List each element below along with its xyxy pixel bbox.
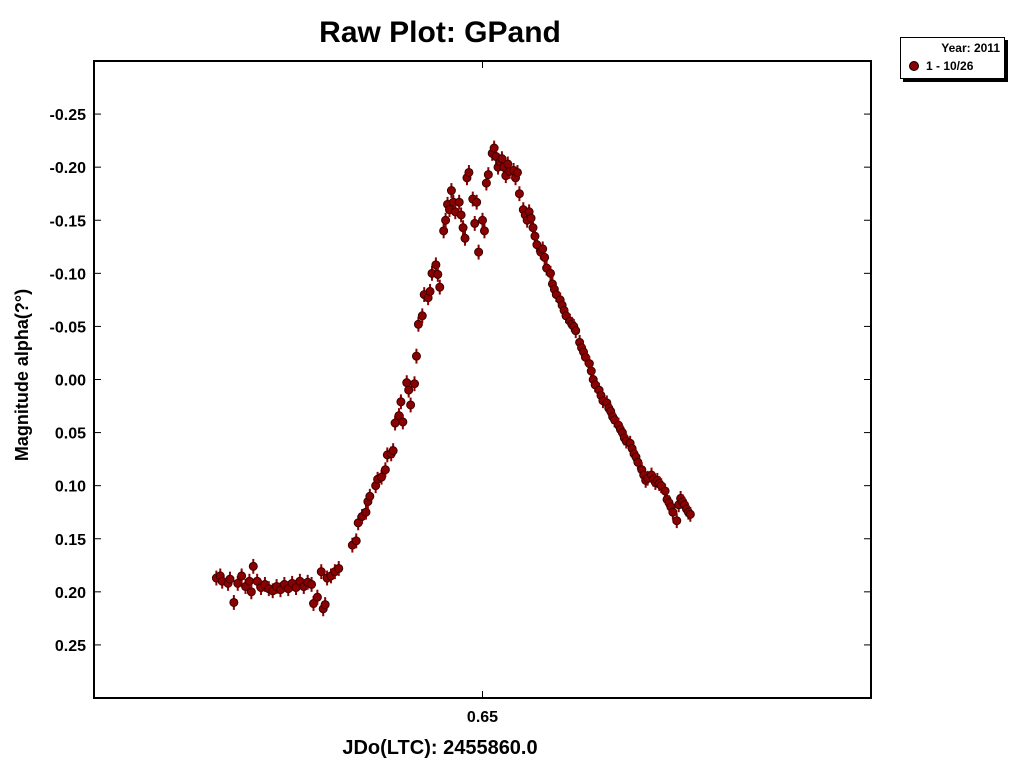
data-point xyxy=(441,212,451,228)
data-point xyxy=(404,382,414,398)
y-tick-label: 0.10 xyxy=(55,479,86,496)
data-point xyxy=(540,249,550,265)
data-point xyxy=(417,308,427,324)
data-point xyxy=(307,576,317,592)
y-tick-label: 0.20 xyxy=(55,585,86,602)
legend-entry-label: 1 - 10/26 xyxy=(926,59,974,73)
data-point xyxy=(458,220,468,236)
data-point xyxy=(410,376,420,392)
data-point xyxy=(365,488,375,504)
data-point xyxy=(446,183,456,198)
y-tick-label: -0.15 xyxy=(50,213,87,230)
data-point xyxy=(376,469,386,485)
y-tick-label: -0.10 xyxy=(50,266,87,283)
data-point xyxy=(237,568,247,584)
data-point xyxy=(464,165,474,180)
data-point xyxy=(456,207,466,223)
data-point xyxy=(225,571,235,587)
data-point xyxy=(390,415,400,431)
data-point xyxy=(514,186,524,202)
data-point xyxy=(413,316,423,332)
data-point xyxy=(248,558,258,574)
data-point xyxy=(396,394,406,410)
data-point xyxy=(334,561,344,576)
y-tick-label: 0.05 xyxy=(55,426,86,443)
data-point xyxy=(668,504,678,520)
data-point xyxy=(478,212,487,228)
y-tick-label: 0.25 xyxy=(55,638,86,655)
data-point xyxy=(398,414,408,430)
x-tick-label: 0.65 xyxy=(467,709,498,726)
legend-entry: 1 - 10/26 xyxy=(909,59,973,73)
legend-title: Year: 2011 xyxy=(941,41,1000,55)
data-point xyxy=(439,223,449,239)
data-point xyxy=(361,504,371,520)
data-points xyxy=(211,140,695,617)
data-point xyxy=(411,348,421,364)
data-point xyxy=(474,244,484,260)
data-point xyxy=(479,223,489,239)
legend-marker xyxy=(909,61,919,71)
data-point xyxy=(472,194,482,210)
data-point xyxy=(316,564,326,580)
data-point xyxy=(246,584,256,600)
legend: Year: 2011 1 - 10/26 xyxy=(900,37,1005,79)
data-point xyxy=(685,506,695,522)
data-point xyxy=(229,595,239,610)
data-point xyxy=(380,462,390,478)
data-point xyxy=(233,575,243,591)
y-tick-label: -0.25 xyxy=(50,107,87,124)
data-point xyxy=(320,597,330,613)
data-point xyxy=(435,279,445,295)
x-axis: 0.65 xyxy=(467,61,498,726)
y-axis: -0.25 -0.20 -0.15 -0.10 -0.05 0.00 0.05 0.10 0.1… xyxy=(50,107,871,655)
data-point xyxy=(512,165,522,180)
y-tick-label: 0.00 xyxy=(55,373,86,390)
data-point xyxy=(425,283,435,299)
data-point xyxy=(460,230,470,246)
data-point xyxy=(545,265,555,281)
data-point xyxy=(454,194,464,210)
data-point xyxy=(526,210,536,226)
data-point xyxy=(406,397,416,413)
plot-frame xyxy=(93,60,872,699)
data-point xyxy=(470,216,480,231)
data-point xyxy=(433,266,443,282)
data-point xyxy=(672,513,682,529)
data-point xyxy=(312,589,322,605)
data-point xyxy=(351,533,361,549)
y-tick-label: -0.05 xyxy=(50,319,87,336)
data-point xyxy=(483,167,493,183)
data-point xyxy=(431,257,441,273)
data-point xyxy=(571,323,581,339)
chart-title: Raw Plot: GPand xyxy=(319,16,561,49)
data-point xyxy=(388,443,398,459)
y-tick-label: -0.20 xyxy=(50,160,87,177)
y-axis-label: Magnitude alpha(?°) xyxy=(12,289,32,461)
x-axis-label: JDo(LTC): 2455860.0 xyxy=(342,737,537,759)
y-tick-label: 0.15 xyxy=(55,532,86,549)
